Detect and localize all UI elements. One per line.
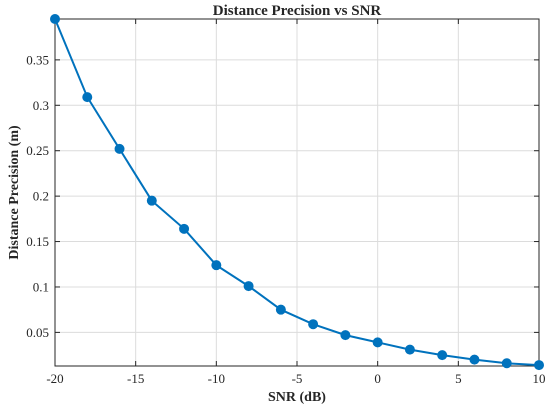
series-line — [54, 18, 540, 367]
data-point — [372, 337, 383, 348]
data-point — [534, 360, 544, 371]
y-tick-label: 0.35 — [26, 52, 49, 67]
data-point — [404, 344, 415, 355]
y-axis-label: Distance Precision (m) — [7, 125, 22, 260]
x-tick-label: 5 — [455, 371, 462, 386]
data-point — [469, 354, 480, 365]
x-tick-label: -20 — [46, 371, 63, 386]
y-tick-label: 0.25 — [26, 143, 49, 158]
x-tick-label: -10 — [208, 371, 225, 386]
x-tick-label: 10 — [533, 371, 546, 386]
x-axis-label: SNR (dB) — [268, 390, 326, 405]
grid — [54, 19, 540, 366]
y-tick-label: 0.3 — [33, 98, 49, 113]
data-point — [50, 14, 60, 24]
y-tick-label: 0.1 — [33, 279, 49, 294]
y-tick-label: 0.05 — [26, 325, 49, 340]
chart-title: Distance Precision vs SNR — [213, 3, 382, 19]
y-tick-label: 0.2 — [33, 189, 49, 204]
x-tick-label: -15 — [127, 371, 144, 386]
y-tick-label: 0.15 — [26, 234, 49, 249]
axis-ticks: -20 -15 -10 -5 0 5 10 0.05 0.1 0.15 0.2 0.25 0.3 0.35 — [26, 19, 546, 386]
data-point — [340, 330, 351, 341]
series-layer — [50, 14, 544, 371]
data-point — [146, 195, 157, 206]
data-point — [211, 260, 222, 271]
data-point — [308, 319, 319, 330]
data-point — [243, 281, 254, 292]
data-point — [179, 223, 190, 234]
data-point — [114, 143, 125, 154]
x-tick-label: -5 — [292, 371, 303, 386]
data-point — [437, 350, 448, 361]
data-point — [275, 304, 286, 315]
x-tick-label: 0 — [374, 371, 381, 386]
data-point — [501, 358, 512, 369]
data-point — [82, 92, 93, 103]
